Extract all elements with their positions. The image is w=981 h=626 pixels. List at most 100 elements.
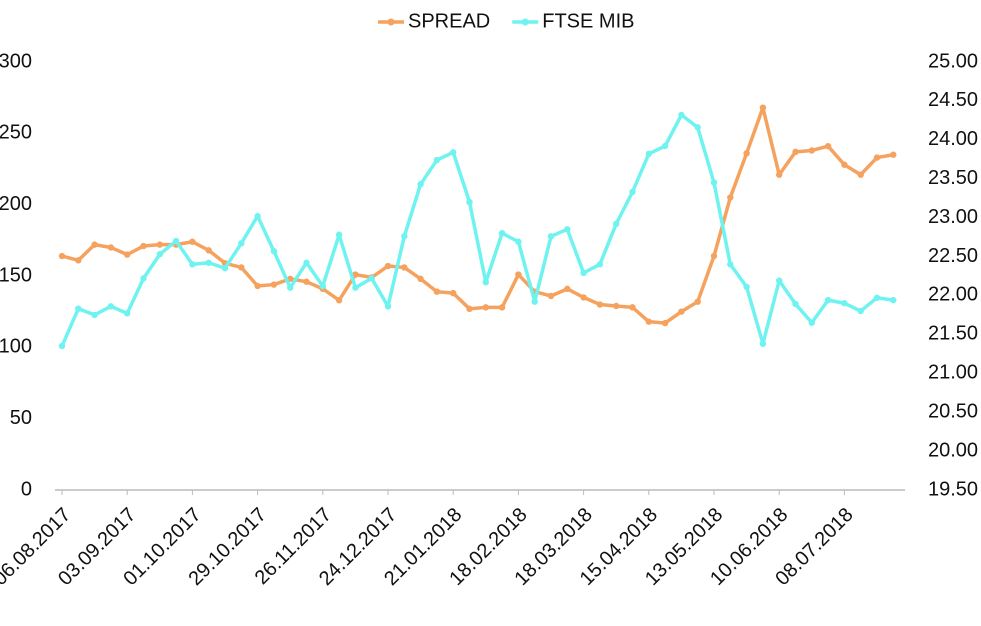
legend-marker (521, 18, 529, 26)
point (710, 179, 718, 186)
point (254, 212, 261, 220)
y2-tick-label: 20.50 (928, 400, 978, 422)
y2-tick-label: 23.50 (928, 167, 978, 189)
point (401, 233, 408, 240)
point (841, 161, 848, 168)
point (124, 310, 131, 317)
point (466, 198, 473, 206)
y2-tick-label: 21.00 (928, 362, 978, 384)
point (352, 284, 359, 291)
point (401, 264, 408, 271)
point (629, 304, 636, 311)
point (727, 261, 734, 268)
point (890, 151, 897, 158)
y2-tick-label: 20.00 (928, 439, 978, 461)
point (303, 259, 310, 266)
y2-tick-label: 19.50 (928, 478, 978, 500)
point (547, 233, 555, 240)
series-line (61, 105, 894, 325)
point (75, 305, 82, 312)
point (694, 298, 701, 305)
point (743, 150, 750, 157)
series-line (60, 113, 894, 347)
point (498, 304, 506, 311)
point (352, 271, 359, 278)
point (303, 278, 310, 285)
point (531, 298, 538, 305)
point (824, 142, 832, 150)
point (661, 142, 669, 150)
point (124, 251, 131, 258)
point (678, 308, 685, 315)
point (482, 279, 489, 286)
point (335, 297, 343, 304)
point (482, 304, 489, 311)
point (678, 111, 685, 119)
point (156, 251, 163, 258)
point (759, 104, 767, 111)
point (156, 241, 163, 248)
y2-tick-label: 25.00 (928, 50, 978, 72)
point (172, 237, 180, 245)
legend-label: SPREAD (408, 10, 490, 32)
point (58, 252, 66, 260)
point (270, 281, 278, 288)
point (319, 282, 326, 290)
point (613, 220, 620, 228)
point (776, 277, 783, 284)
point (515, 271, 522, 278)
point (547, 292, 555, 300)
point (91, 311, 98, 319)
point (205, 259, 212, 266)
point (384, 262, 392, 270)
point (841, 300, 848, 307)
point (873, 294, 881, 301)
point (564, 226, 571, 233)
point (91, 241, 98, 248)
point (890, 296, 897, 304)
point (792, 148, 799, 156)
point (710, 252, 718, 260)
point (75, 257, 82, 264)
y2-tick-label: 21.50 (928, 323, 978, 345)
point (189, 238, 196, 245)
point (466, 305, 473, 313)
point (417, 180, 424, 188)
point (221, 265, 229, 272)
y2-tick-label: 22.00 (928, 284, 978, 306)
point (596, 301, 604, 308)
point (58, 342, 66, 350)
y2-tick-label: 24.50 (928, 89, 978, 111)
legend-marker (387, 18, 395, 26)
point (645, 150, 652, 158)
point (189, 261, 196, 268)
point (596, 261, 604, 268)
point (450, 289, 457, 297)
point (498, 230, 506, 237)
point (140, 275, 147, 282)
point (743, 283, 750, 291)
point (613, 302, 620, 310)
y-tick-label: 50 (10, 407, 32, 429)
point (629, 188, 636, 196)
point (384, 303, 392, 310)
point (808, 147, 815, 154)
point (107, 244, 115, 251)
point (645, 318, 652, 325)
point (857, 307, 864, 315)
point (254, 282, 261, 290)
point (335, 231, 343, 238)
y2-tick-label: 22.50 (928, 245, 978, 267)
y-tick-label: 300 (0, 50, 32, 72)
point (287, 284, 294, 291)
point (238, 264, 245, 271)
point (238, 240, 245, 247)
point (792, 300, 799, 308)
y-tick-label: 150 (0, 264, 32, 286)
point (450, 149, 457, 156)
point (727, 194, 734, 201)
y2-tick-label: 23.00 (928, 206, 978, 228)
point (776, 171, 783, 178)
point (564, 285, 571, 293)
